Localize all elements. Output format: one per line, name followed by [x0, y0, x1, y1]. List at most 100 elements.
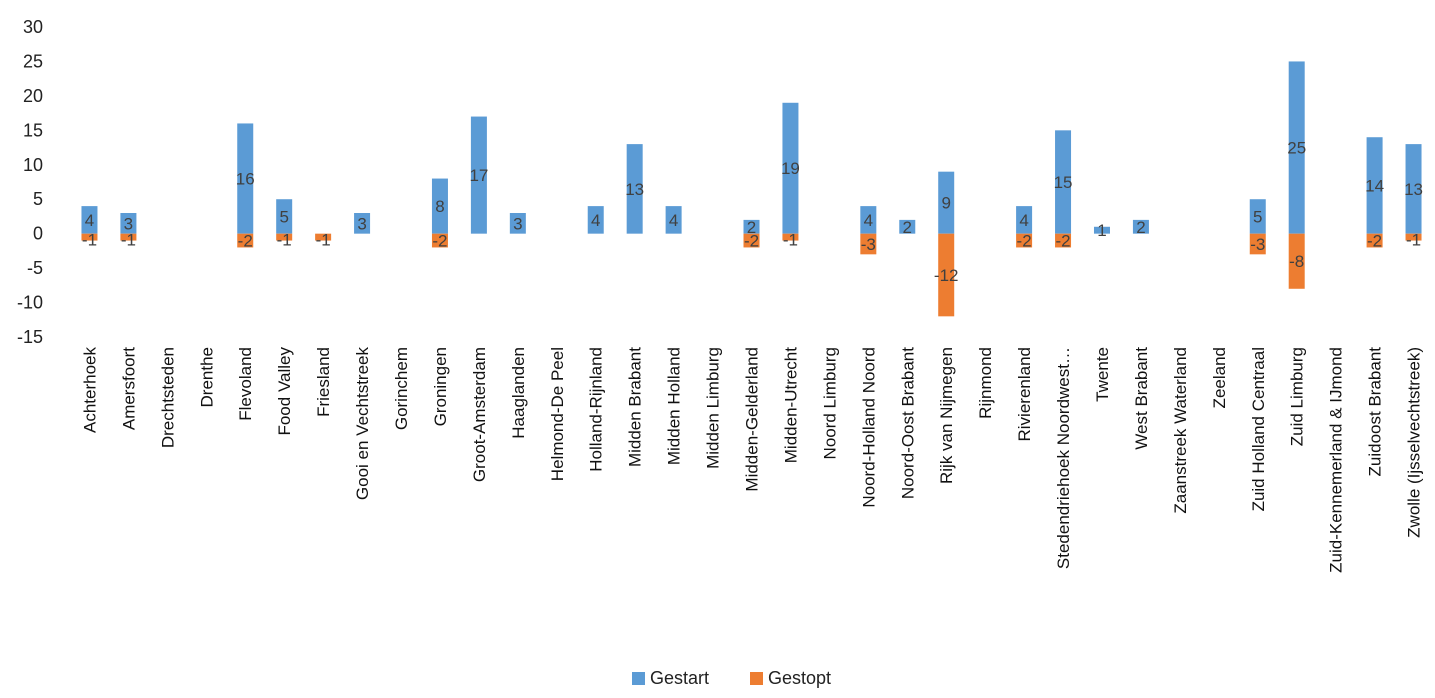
gestart-bar — [782, 102, 799, 234]
gestopt-bar — [1405, 233, 1422, 241]
gestart-data-label: 2 — [903, 218, 912, 237]
gestopt-data-label: -1 — [277, 231, 292, 250]
gestart-data-label: 5 — [279, 207, 288, 226]
x-category-label: Groningen — [431, 347, 450, 426]
gestart-bar — [626, 144, 643, 234]
gestopt-data-label: -2 — [1017, 232, 1032, 251]
x-category-label: Friesland — [314, 347, 333, 417]
gestart-bar — [899, 219, 916, 234]
gestopt-bar — [1055, 233, 1072, 248]
gestopt-bar — [1249, 233, 1266, 255]
gestopt-data-label: -8 — [1289, 252, 1304, 271]
x-category-label: Noord Limburg — [820, 347, 839, 459]
gestart-data-label: 4 — [1019, 211, 1028, 230]
gestopt-data-label: -2 — [1367, 232, 1382, 251]
gestopt-data-label: -2 — [238, 232, 253, 251]
gestart-data-label: 13 — [625, 180, 644, 199]
x-category-label: Gorinchem — [392, 347, 411, 430]
gestopt-data-label: -1 — [82, 231, 97, 250]
gestopt-bar — [1016, 233, 1033, 248]
x-category-label: Holland-Rijnland — [587, 347, 606, 472]
x-category-label: Rijnmond — [976, 347, 995, 419]
gestopt-bar — [938, 233, 955, 317]
gestart-data-label: 3 — [357, 214, 366, 233]
gestopt-data-label: -1 — [783, 231, 798, 250]
gestopt-data-label: -3 — [1250, 235, 1265, 254]
gestart-data-label: 3 — [513, 214, 522, 233]
x-category-label: Amersfoort — [119, 347, 138, 430]
gestart-bar — [120, 213, 137, 234]
gestopt-data-label: -2 — [1055, 232, 1070, 251]
x-category-label: Rijk van Nijmegen — [937, 347, 956, 484]
x-category-label: Zeeland — [1210, 347, 1229, 408]
x-category-label: West Brabant — [1132, 347, 1151, 450]
gestart-bar — [470, 116, 487, 234]
gestopt-bar — [237, 233, 254, 248]
gestopt-data-label: -2 — [744, 232, 759, 251]
x-category-label: Midden-Utrecht — [781, 347, 800, 463]
y-tick-label: -15 — [17, 327, 43, 347]
x-category-label: Zaanstreek Waterland — [1171, 347, 1190, 514]
gestart-data-label: 2 — [1136, 218, 1145, 237]
gestopt-bar — [276, 233, 293, 241]
x-category-label: Midden-Gelderland — [743, 347, 762, 492]
gestopt-bar — [1366, 233, 1383, 248]
gestart-data-label: 2 — [747, 218, 756, 237]
x-category-label: Midden Limburg — [704, 347, 723, 469]
x-category-label: Zuid Holland Centraal — [1249, 347, 1268, 511]
gestart-data-label: 17 — [469, 166, 488, 185]
gestopt-bar — [860, 233, 877, 255]
y-tick-label: 30 — [23, 17, 43, 37]
x-category-label: Zuidoost Brabant — [1366, 347, 1385, 477]
legend-swatch-gestopt — [750, 672, 763, 685]
x-category-label: Gooi en Vechtstreek — [353, 347, 372, 501]
gestopt-data-label: -3 — [861, 235, 876, 254]
y-tick-label: 25 — [23, 51, 43, 71]
gestart-bar — [665, 206, 682, 234]
gestopt-bar — [743, 233, 760, 248]
gestart-data-label: 16 — [236, 170, 255, 189]
gestopt-bar — [120, 233, 137, 241]
legend-swatch-gestart — [632, 672, 645, 685]
x-category-label: Food Valley — [275, 347, 294, 436]
gestopt-data-label: -2 — [432, 232, 447, 251]
gestart-bar — [1016, 206, 1033, 234]
gestart-bar — [1405, 144, 1422, 234]
gestart-data-label: 19 — [781, 159, 800, 178]
x-category-label: Midden Brabant — [626, 347, 645, 467]
gestart-data-label: 4 — [669, 211, 678, 230]
gestart-bar — [1249, 199, 1266, 234]
gestart-bar — [276, 199, 293, 234]
x-category-label: Zuid Limburg — [1288, 347, 1307, 446]
x-category-label: Drechtsteden — [158, 347, 177, 448]
gestopt-data-label: -1 — [121, 231, 136, 250]
gestart-data-label: 25 — [1287, 139, 1306, 158]
gestart-bar — [743, 219, 760, 234]
gestart-data-label: 14 — [1365, 176, 1384, 195]
gestart-data-label: 4 — [591, 211, 600, 230]
x-category-label: Twente — [1093, 347, 1112, 402]
x-category-label: Rivierenland — [1015, 347, 1034, 442]
y-tick-label: 10 — [23, 155, 43, 175]
gestart-data-label: 1 — [1097, 221, 1106, 240]
y-tick-label: 20 — [23, 86, 43, 106]
y-tick-label: 0 — [33, 224, 43, 244]
gestart-bar — [860, 206, 877, 234]
y-tick-label: 15 — [23, 120, 43, 140]
legend-label-gestart: Gestart — [650, 668, 709, 688]
x-category-label: Zuid-Kennemerland & IJmond — [1327, 347, 1346, 573]
gestart-bar — [1093, 226, 1110, 234]
gestart-data-label: 8 — [435, 197, 444, 216]
gestopt-bar — [1288, 233, 1305, 289]
gestart-bar — [509, 213, 526, 234]
gestart-bar — [1288, 61, 1305, 234]
x-category-label: Drenthe — [197, 347, 216, 407]
gestart-data-label: 15 — [1054, 173, 1073, 192]
x-category-label: Helmond-De Peel — [548, 347, 567, 481]
gestart-bar — [587, 206, 604, 234]
y-tick-label: -10 — [17, 293, 43, 313]
gestopt-data-label: -12 — [934, 266, 959, 285]
gestopt-bar — [782, 233, 799, 241]
gestopt-bar — [315, 233, 332, 241]
